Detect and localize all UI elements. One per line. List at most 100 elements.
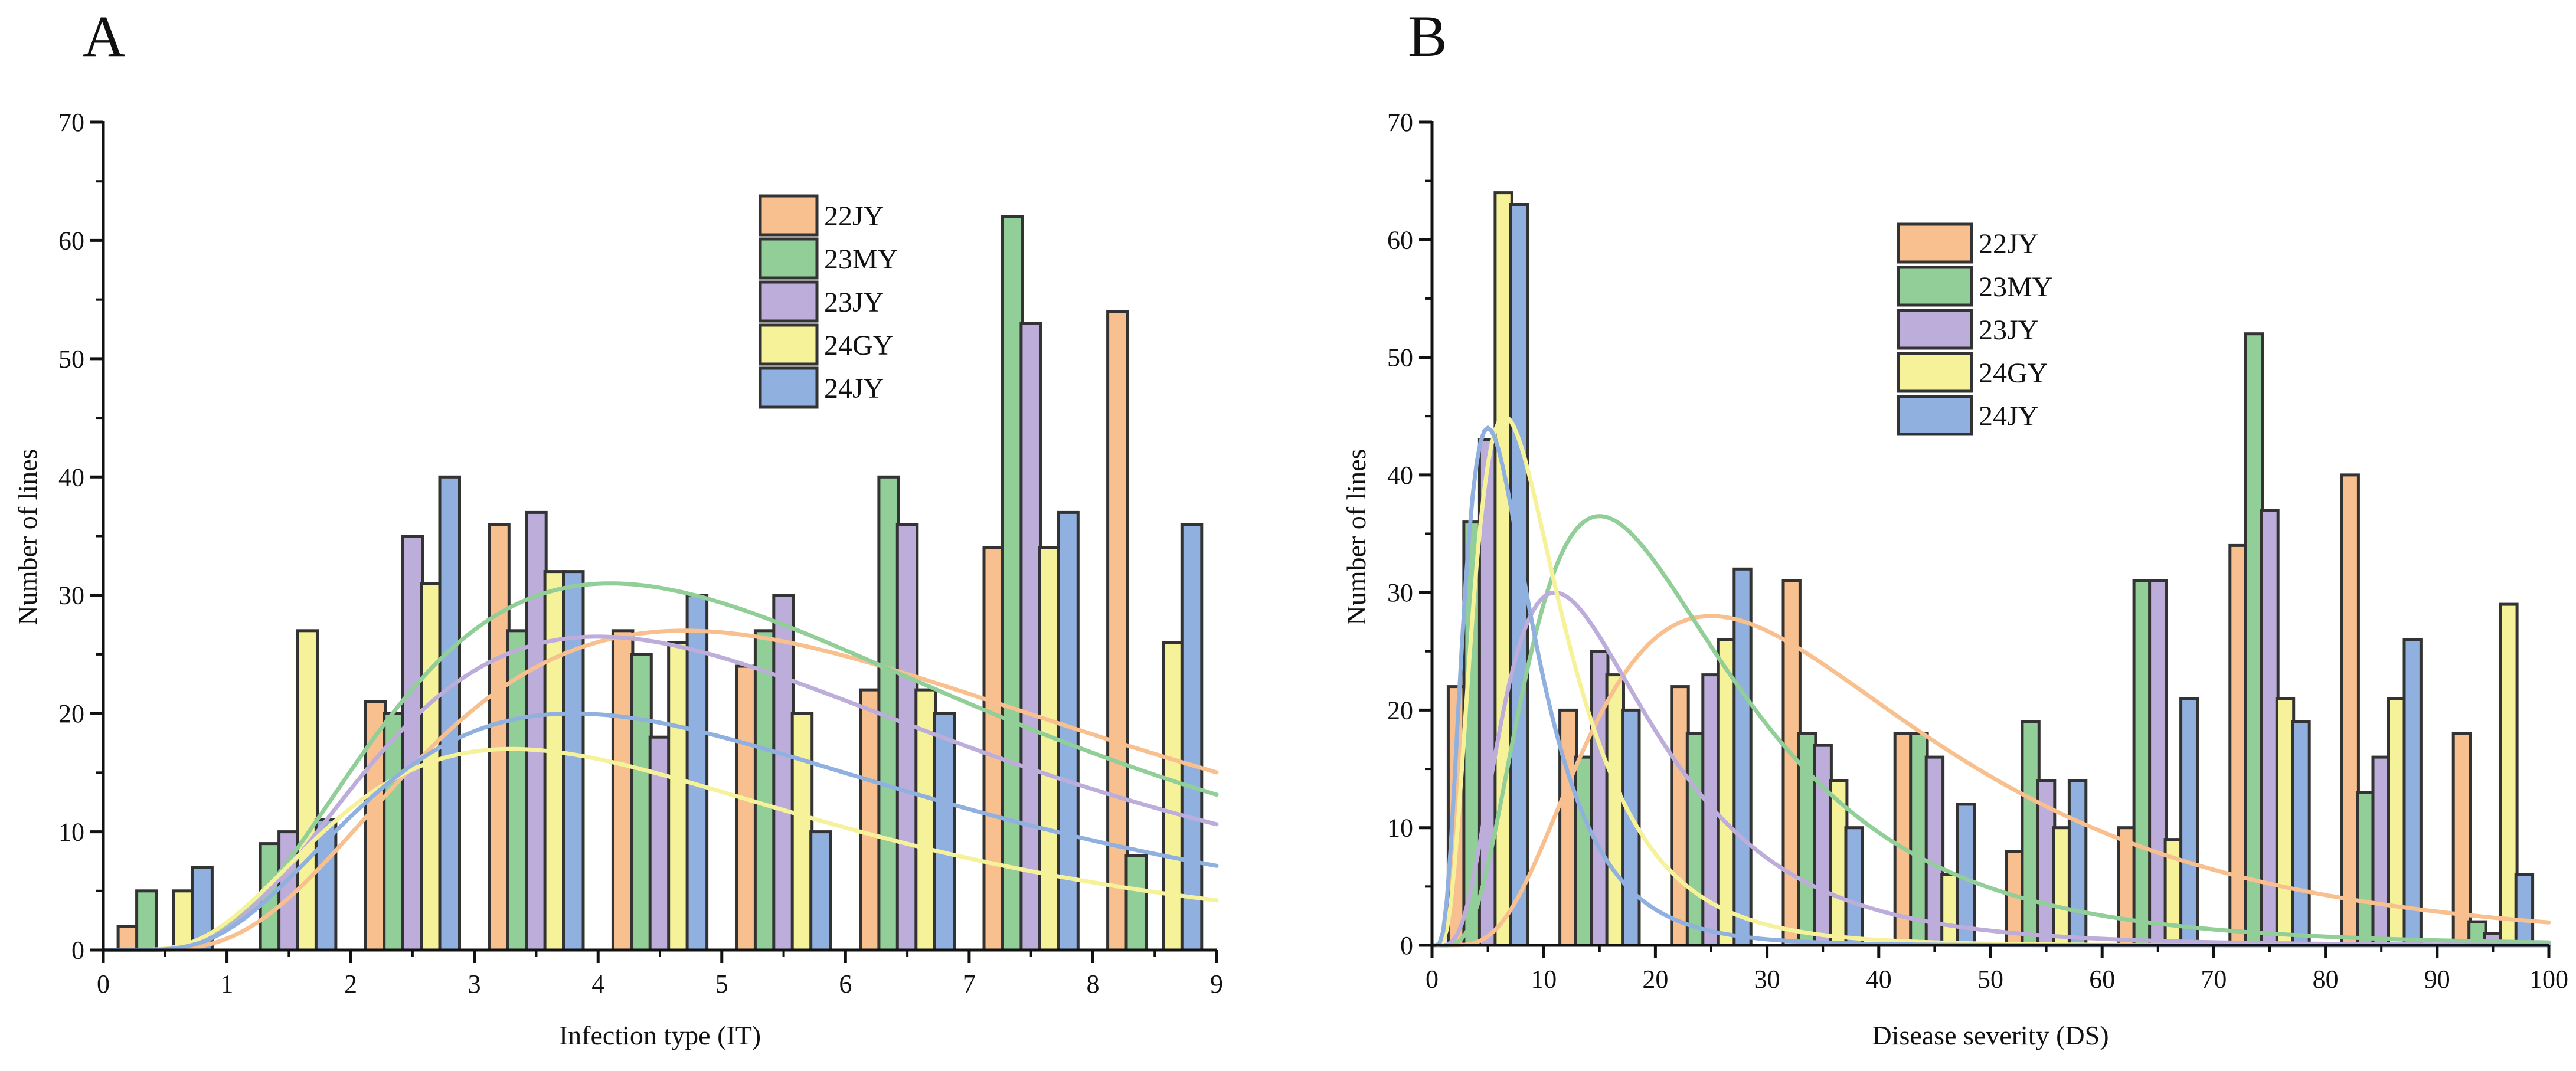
- panel-a-x-axis-label: Infection type (IT): [559, 1020, 761, 1050]
- panel-b-legend-swatch-22jy: [1897, 222, 1973, 264]
- panel-a-bar-24jy: [1180, 523, 1204, 952]
- panel-a-x-tick-label: 0: [97, 970, 110, 998]
- panel-b-bar-24jy: [1732, 567, 1753, 947]
- panel-b-bar-24gy: [2052, 826, 2072, 947]
- panel-b-y-tick-label: 50: [1387, 343, 1413, 372]
- panel-b-fit-curve-23my: [1430, 514, 2551, 948]
- panel-a-bar-23jy: [772, 594, 795, 952]
- panel-a-y-tick-label: 60: [58, 226, 84, 255]
- panel-a-bar-24jy: [1057, 510, 1080, 952]
- panel-a-legend-label-24gy: 24GY: [824, 330, 893, 361]
- panel-b-x-tick-label: 60: [2089, 965, 2115, 994]
- panel-b-x-tick-label: 0: [1426, 965, 1439, 994]
- panel-a-legend-swatch-22jy: [759, 194, 819, 237]
- panel-b-y-tick-label: 0: [1400, 931, 1413, 960]
- panel-a-bar-24gy: [420, 582, 443, 952]
- panel-b-x-tick-label: 90: [2424, 965, 2450, 994]
- panel-a-legend-label-24jy: 24JY: [824, 373, 884, 404]
- panel-a: A 0 10 20 30 40 50 60 70 0 1 2 3 4 5 6 7 8 9 Infection ty…: [12, 4, 1223, 1050]
- panel-a-bar-24jy: [933, 712, 956, 952]
- panel-b-bar-23my: [2356, 791, 2376, 947]
- panel-a-x-tick-label: 1: [221, 970, 234, 998]
- panel-a-bar-24gy: [1162, 641, 1185, 952]
- panel-b-x-tick-label: 10: [1531, 965, 1557, 994]
- panel-a-legend-swatch-23my: [759, 237, 819, 280]
- panel-a-bar-22jy: [116, 925, 140, 952]
- panel-a-x-tick-label: 5: [715, 970, 728, 998]
- panel-b-legend-label-23my: 23MY: [1979, 271, 2052, 303]
- panel-b-legend: 22JY 23MY 23JY 24GY 24JY: [1897, 222, 2052, 436]
- panel-a-bars: [116, 215, 1204, 952]
- panel-b-bar-24jy: [2291, 720, 2311, 947]
- panel-b-axes: 0 10 20 30 40 50 60 70 0 10 20 30 40 50 60 70 80 90 100: [1387, 108, 2568, 994]
- panel-a-fit-curve-24jy: [101, 711, 1219, 952]
- panel-a-bar-22jy: [611, 629, 635, 952]
- panel-a-x-tick-label: 3: [468, 970, 481, 998]
- panel-b-x-tick-label: 50: [1977, 965, 2003, 994]
- panel-a-y-tick-label: 30: [58, 581, 84, 610]
- panel-b-legend-swatch-24jy: [1897, 395, 1973, 436]
- panel-a-y-tick-label: 40: [58, 463, 84, 492]
- panel-a-bar-24gy: [667, 641, 690, 952]
- panel-b-bar-24jy: [2179, 697, 2199, 947]
- panel-b-y-tick-label: 30: [1387, 578, 1413, 607]
- panel-a-x-tick-label: 9: [1210, 970, 1223, 998]
- panel-a-x-tick-label: 8: [1086, 970, 1099, 998]
- panel-a-bar-23jy: [1019, 322, 1042, 952]
- panel-b-y-tick-label: 40: [1387, 461, 1413, 490]
- panel-a-x-tick-label: 7: [963, 970, 976, 998]
- panel-b-bar-23my: [1909, 732, 1929, 947]
- panel-a-letter: A: [83, 4, 125, 69]
- panel-a-bar-24jy: [438, 475, 461, 952]
- panel-a-bar-23jy: [648, 735, 672, 952]
- panel-a-y-tick-label: 70: [58, 108, 84, 137]
- panel-a-legend: 22JY 23MY 23JY 24GY 24JY: [759, 194, 898, 409]
- panel-b-fit-curve-22jy: [1430, 614, 2551, 948]
- panel-a-bar-24jy: [809, 830, 832, 952]
- panel-a-x-tick-label: 2: [344, 970, 357, 998]
- panel-b-x-tick-label: 20: [1642, 965, 1668, 994]
- panel-b-legend-label-22jy: 22JY: [1979, 228, 2038, 260]
- panel-a-axes: 0 10 20 30 40 50 60 70 0 1 2 3 4 5 6 7 8 9: [58, 108, 1223, 998]
- panel-a-y-axis-label: Number of lines: [12, 449, 43, 625]
- panel-a-fit-curve-22jy: [101, 628, 1219, 952]
- panel-b-legend-swatch-24gy: [1897, 352, 1973, 393]
- panel-b-legend-swatch-23jy: [1897, 309, 1973, 350]
- panel-b-bar-22jy: [2451, 732, 2472, 947]
- panel-b-legend-label-24jy: 24JY: [1979, 401, 2038, 432]
- panel-a-fit-curve-23my: [101, 581, 1219, 952]
- panel-a-bar-24gy: [1038, 546, 1061, 952]
- panel-a-bar-24jy: [562, 570, 585, 952]
- panel-b-bar-22jy: [1670, 685, 1690, 947]
- panel-b-bar-24gy: [2499, 602, 2519, 947]
- panel-b-legend-swatch-23my: [1897, 266, 1973, 307]
- panel-b-bar-24jy: [2067, 779, 2088, 947]
- panel-b-y-tick-label: 60: [1387, 225, 1413, 254]
- panel-a-y-tick-label: 50: [58, 345, 84, 374]
- panel-a-y-tick-label: 10: [58, 818, 84, 847]
- panel-b-y-tick-label: 10: [1387, 814, 1413, 843]
- panel-a-bar-22jy: [1106, 310, 1129, 952]
- panel-b-legend-label-24gy: 24GY: [1979, 358, 2048, 389]
- panel-a-legend-label-23jy: 23JY: [824, 287, 884, 318]
- panel-a-x-tick-label: 6: [839, 970, 852, 998]
- panel-b-x-axis-label: Disease severity (DS): [1872, 1020, 2108, 1050]
- panel-a-y-tick-label: 0: [71, 936, 84, 965]
- panel-a-x-tick-label: 4: [591, 970, 604, 998]
- panel-b-x-tick-label: 40: [1866, 965, 1892, 994]
- panel-a-bar-22jy: [488, 523, 511, 952]
- panel-b-y-tick-label: 70: [1387, 108, 1413, 137]
- panel-a-legend-swatch-23jy: [759, 280, 819, 323]
- panel-a-bar-22jy: [859, 688, 882, 952]
- panel-b-bar-24jy: [2402, 638, 2423, 947]
- panel-a-bar-23my: [630, 653, 653, 952]
- panel-a-bar-23jy: [525, 510, 548, 952]
- panel-b-x-tick-label: 80: [2313, 965, 2339, 994]
- panel-b-y-axis-label: Number of lines: [1341, 449, 1371, 625]
- panel-a-bar-22jy: [735, 664, 758, 952]
- panel-b-bar-24jy: [2514, 873, 2535, 947]
- panel-b-letter: B: [1408, 4, 1447, 69]
- panel-a-legend-label-23my: 23MY: [824, 244, 898, 275]
- panel-b-bar-23jy: [1924, 755, 1945, 947]
